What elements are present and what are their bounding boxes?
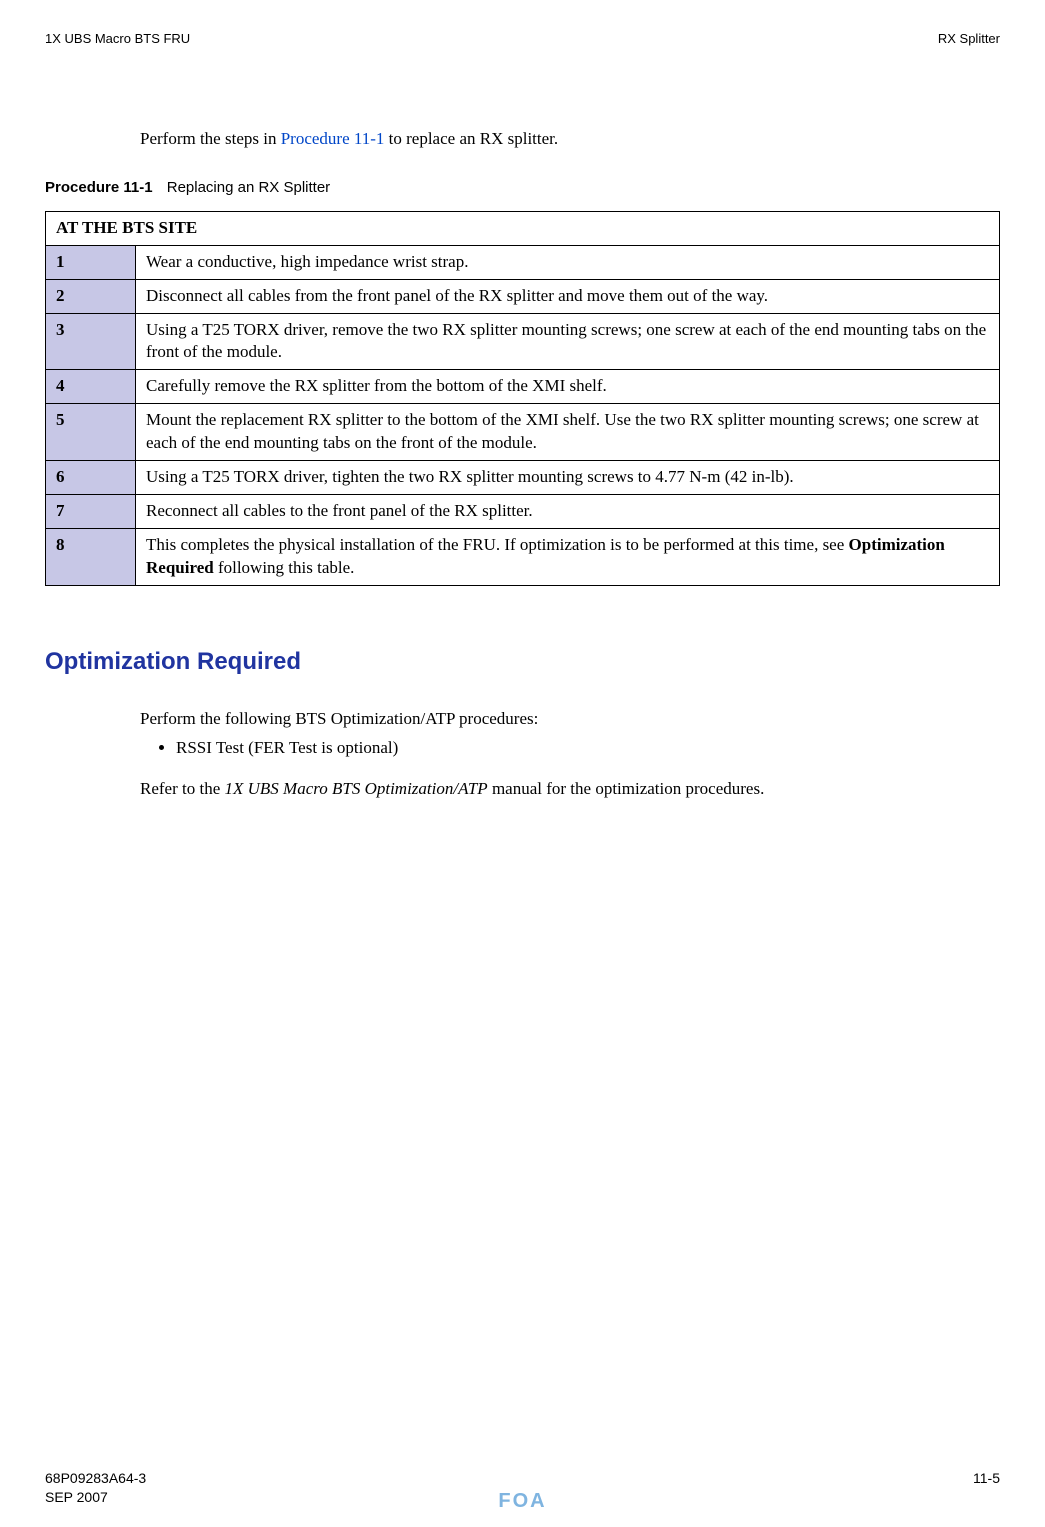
step-number: 7	[46, 495, 136, 529]
step-number: 6	[46, 461, 136, 495]
procedure-link[interactable]: Procedure 11-1	[281, 129, 385, 148]
table-row: 4 Carefully remove the RX splitter from …	[46, 370, 1000, 404]
procedure-name: Replacing an RX Splitter	[167, 179, 330, 196]
step-text: Mount the replacement RX splitter to the…	[136, 404, 1000, 461]
footer-page-number: 11-5	[973, 1469, 1000, 1488]
page-footer: 68P09283A64-3 11-5 SEP 2007 FOA	[45, 1469, 1000, 1507]
optimization-body: Perform the following BTS Optimization/A…	[140, 708, 988, 801]
step-text: This completes the physical installation…	[136, 529, 1000, 586]
header-right: RX Splitter	[938, 30, 1000, 48]
step-number: 5	[46, 404, 136, 461]
step-text-post: following this table.	[214, 558, 355, 577]
table-row: 3 Using a T25 TORX driver, remove the tw…	[46, 313, 1000, 370]
step-text-pre: This completes the physical installation…	[146, 535, 849, 554]
intro-suffix: to replace an RX splitter.	[384, 129, 558, 148]
step-number: 1	[46, 245, 136, 279]
optimization-refer: Refer to the 1X UBS Macro BTS Optimizati…	[140, 778, 988, 801]
procedure-title: Procedure 11-1 Replacing an RX Splitter	[45, 178, 1000, 198]
refer-pre: Refer to the	[140, 779, 225, 798]
table-section-header: AT THE BTS SITE	[46, 211, 1000, 245]
step-text: Reconnect all cables to the front panel …	[136, 495, 1000, 529]
intro-paragraph: Perform the steps in Procedure 11-1 to r…	[140, 128, 988, 151]
step-number: 8	[46, 529, 136, 586]
step-number: 2	[46, 279, 136, 313]
refer-post: manual for the optimization procedures.	[488, 779, 765, 798]
intro-prefix: Perform the steps in	[140, 129, 281, 148]
header-left: 1X UBS Macro BTS FRU	[45, 30, 190, 48]
optimization-heading: Optimization Required	[45, 646, 1000, 678]
step-text: Using a T25 TORX driver, tighten the two…	[136, 461, 1000, 495]
step-number: 4	[46, 370, 136, 404]
step-text: Carefully remove the RX splitter from th…	[136, 370, 1000, 404]
table-row: 2 Disconnect all cables from the front p…	[46, 279, 1000, 313]
procedure-label: Procedure 11-1	[45, 179, 153, 196]
page: 1X UBS Macro BTS FRU RX Splitter Perform…	[0, 0, 1045, 1527]
running-header: 1X UBS Macro BTS FRU RX Splitter	[45, 30, 1000, 48]
optimization-bullets: RSSI Test (FER Test is optional)	[140, 737, 988, 760]
table-row: 7 Reconnect all cables to the front pane…	[46, 495, 1000, 529]
refer-italic: 1X UBS Macro BTS Optimization/ATP	[225, 779, 488, 798]
footer-doc-number: 68P09283A64-3	[45, 1469, 146, 1488]
list-item: RSSI Test (FER Test is optional)	[176, 737, 988, 760]
table-row: 5 Mount the replacement RX splitter to t…	[46, 404, 1000, 461]
table-row: 6 Using a T25 TORX driver, tighten the t…	[46, 461, 1000, 495]
step-text: Disconnect all cables from the front pan…	[136, 279, 1000, 313]
table-row: 8 This completes the physical installati…	[46, 529, 1000, 586]
step-number: 3	[46, 313, 136, 370]
procedure-table: AT THE BTS SITE 1 Wear a conductive, hig…	[45, 211, 1000, 586]
step-text: Using a T25 TORX driver, remove the two …	[136, 313, 1000, 370]
optimization-lead: Perform the following BTS Optimization/A…	[140, 708, 988, 731]
table-row: 1 Wear a conductive, high impedance wris…	[46, 245, 1000, 279]
footer-status: FOA	[45, 1488, 1000, 1515]
step-text: Wear a conductive, high impedance wrist …	[136, 245, 1000, 279]
